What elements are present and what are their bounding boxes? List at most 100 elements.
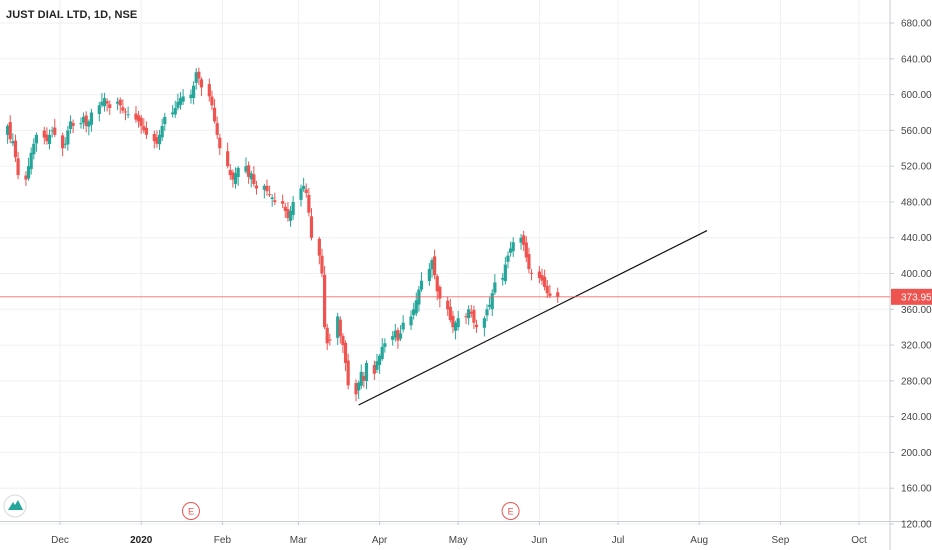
x-tick-label: Apr bbox=[372, 535, 388, 546]
candle-body bbox=[11, 141, 15, 144]
candle-body bbox=[270, 197, 274, 200]
candle-body bbox=[393, 330, 397, 338]
y-tick-label: 440.00 bbox=[901, 233, 932, 244]
x-tick-label: Jun bbox=[531, 535, 547, 546]
candle-body bbox=[511, 242, 515, 252]
candle-body bbox=[336, 316, 340, 338]
candle-body bbox=[126, 114, 130, 116]
earnings-event-marker[interactable] bbox=[181, 502, 200, 520]
candle-body bbox=[372, 365, 376, 374]
candle-body bbox=[401, 322, 405, 330]
candle-body bbox=[192, 85, 196, 99]
candle-body bbox=[252, 174, 256, 185]
candle-body bbox=[262, 185, 266, 190]
candle-body bbox=[524, 242, 528, 258]
candle-body bbox=[378, 355, 382, 365]
candle-body bbox=[100, 101, 104, 106]
candle-body bbox=[53, 127, 57, 135]
candle-body bbox=[472, 309, 476, 323]
candle-body bbox=[218, 137, 222, 149]
candle-body bbox=[136, 115, 141, 122]
candle-body bbox=[503, 264, 507, 282]
candle-body bbox=[446, 300, 450, 310]
candle-body bbox=[435, 276, 439, 292]
x-tick-label: Jul bbox=[612, 535, 625, 546]
candle-body bbox=[108, 104, 112, 109]
candle-body bbox=[87, 121, 91, 127]
y-tick-label: 120.00 bbox=[901, 520, 932, 531]
candle-body bbox=[267, 194, 272, 196]
candle-body bbox=[231, 172, 235, 180]
y-tick-label: 280.00 bbox=[901, 376, 932, 387]
candle-body bbox=[451, 315, 455, 328]
candle-body bbox=[61, 135, 65, 149]
candle-body bbox=[26, 166, 31, 179]
candle-body bbox=[419, 280, 424, 290]
candle-body bbox=[66, 130, 70, 145]
candle-body bbox=[34, 134, 39, 144]
trendline[interactable] bbox=[358, 230, 708, 406]
candle-body bbox=[68, 121, 73, 130]
candle-body bbox=[362, 375, 366, 381]
candle-body bbox=[102, 98, 107, 107]
candle-body bbox=[13, 140, 18, 158]
candle-body bbox=[288, 210, 293, 221]
candle-body bbox=[341, 335, 345, 346]
candle-body bbox=[309, 216, 314, 238]
candle-body bbox=[519, 237, 523, 243]
candle-body bbox=[118, 99, 122, 106]
candle-body bbox=[228, 169, 232, 176]
candle-body bbox=[506, 255, 510, 262]
candle-body bbox=[433, 256, 437, 276]
candle-body bbox=[50, 130, 54, 132]
candle-body bbox=[343, 342, 348, 363]
candle-body bbox=[171, 112, 175, 115]
x-tick-label: Sep bbox=[772, 535, 790, 546]
candle-body bbox=[391, 336, 395, 340]
x-tick-label: Feb bbox=[214, 535, 232, 546]
candle-body bbox=[181, 96, 185, 102]
y-tick-label: 200.00 bbox=[901, 448, 932, 459]
candle-body bbox=[469, 311, 473, 314]
candle-body bbox=[207, 84, 211, 97]
candle-body bbox=[467, 309, 471, 319]
candle-body bbox=[307, 194, 311, 213]
y-tick-label: 360.00 bbox=[901, 305, 932, 316]
y-tick-label: 600.00 bbox=[901, 90, 932, 101]
candle-body bbox=[199, 79, 204, 88]
candle-body bbox=[482, 318, 486, 328]
candle-body bbox=[364, 362, 369, 381]
candle-body bbox=[6, 125, 10, 135]
candle-body bbox=[543, 276, 547, 287]
candle-body bbox=[97, 105, 101, 115]
candle-body bbox=[291, 201, 295, 215]
candle-body bbox=[398, 333, 403, 339]
candle-body bbox=[545, 286, 549, 294]
earnings-event-marker[interactable] bbox=[501, 502, 520, 520]
candle-body bbox=[16, 158, 20, 176]
candle-body bbox=[236, 167, 240, 178]
candle-body bbox=[42, 130, 46, 138]
candle-body bbox=[144, 127, 149, 135]
candle-body bbox=[548, 293, 552, 296]
candle-body bbox=[283, 206, 287, 211]
candle-body bbox=[194, 72, 198, 83]
candle-body bbox=[155, 137, 159, 144]
candle-body bbox=[226, 151, 230, 167]
candle-body bbox=[121, 107, 125, 111]
candle-body bbox=[24, 175, 28, 180]
candle-body bbox=[29, 152, 33, 170]
candle-body bbox=[197, 71, 201, 79]
candle-body bbox=[47, 134, 52, 144]
candle-body bbox=[79, 123, 83, 125]
candle-body bbox=[354, 383, 358, 395]
candle-body bbox=[134, 113, 138, 120]
candle-body bbox=[501, 277, 505, 280]
candle-body bbox=[45, 134, 49, 142]
x-tick-label: May bbox=[449, 535, 468, 546]
candle-body bbox=[453, 322, 458, 331]
candle-body bbox=[123, 111, 128, 113]
candle-body bbox=[215, 123, 219, 135]
earnings-event-label: E bbox=[188, 507, 194, 517]
